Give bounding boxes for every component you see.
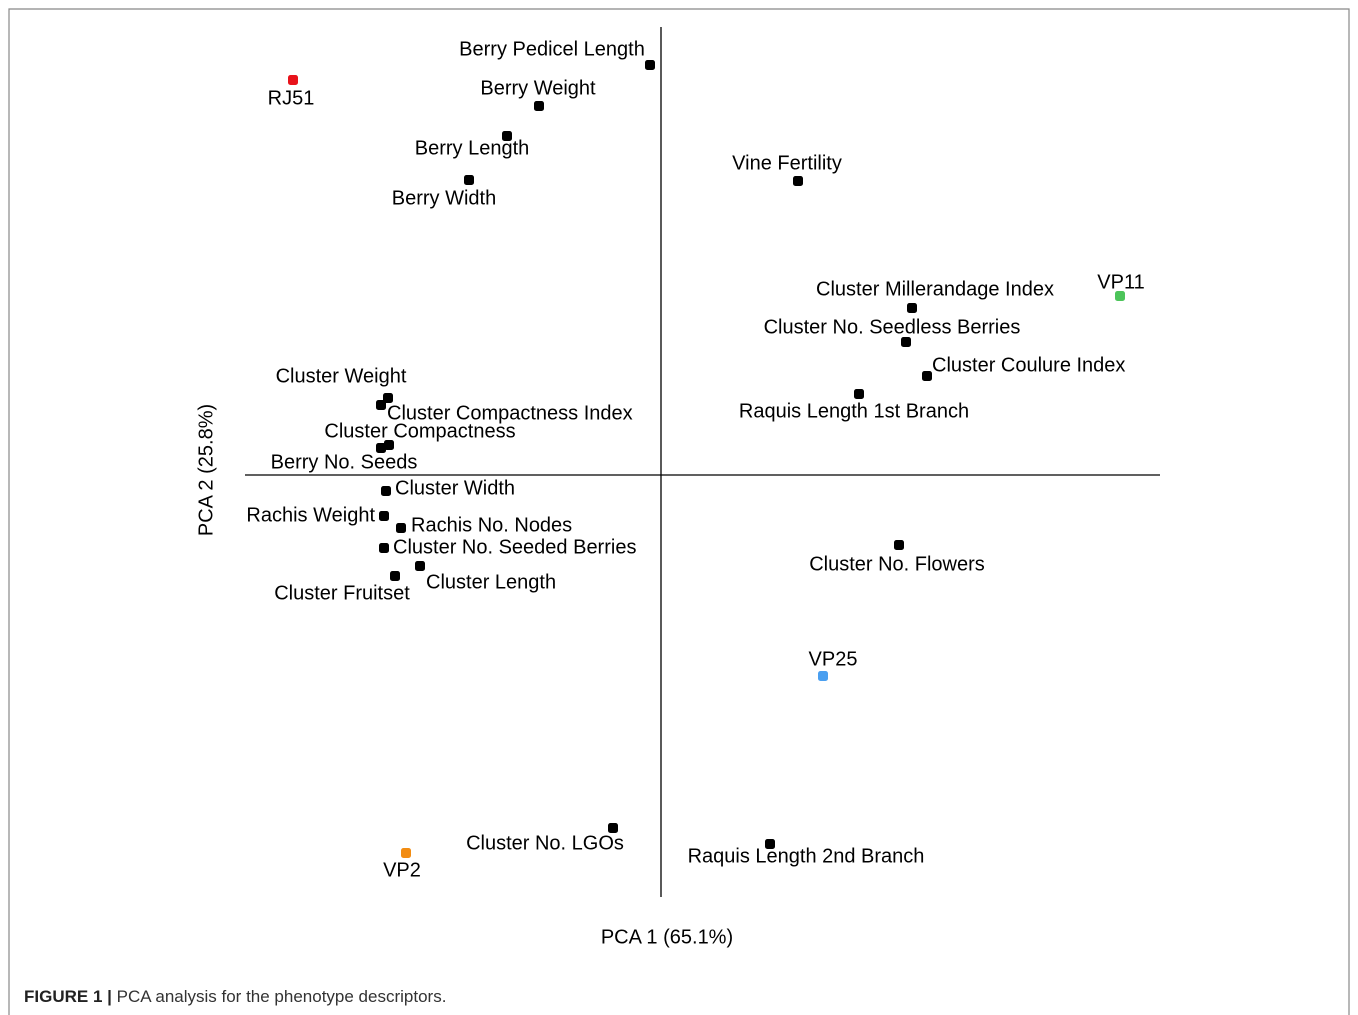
point-label: Cluster Coulure Index bbox=[932, 354, 1125, 376]
point bbox=[383, 393, 393, 403]
caption: FIGURE 1 | PCA analysis for the phenotyp… bbox=[24, 987, 446, 1006]
point bbox=[381, 486, 391, 496]
point-label: Cluster Compactness bbox=[324, 420, 515, 442]
point-label: Berry Width bbox=[392, 187, 496, 209]
point-label: Cluster No. Seeded Berries bbox=[393, 536, 636, 558]
point bbox=[765, 839, 775, 849]
point bbox=[390, 571, 400, 581]
y-axis-label: PCA 2 (25.8%) bbox=[195, 404, 217, 536]
point-label: Cluster No. Flowers bbox=[809, 553, 985, 575]
point-label: VP2 bbox=[383, 859, 421, 881]
point bbox=[534, 101, 544, 111]
point bbox=[1115, 291, 1125, 301]
point bbox=[384, 440, 394, 450]
point-label: Cluster Length bbox=[426, 571, 556, 593]
point-label: Vine Fertility bbox=[732, 152, 842, 174]
caption-text: PCA analysis for the phenotype descripto… bbox=[117, 987, 447, 1006]
point bbox=[396, 523, 406, 533]
point-label: Cluster No. Seedless Berries bbox=[764, 316, 1021, 338]
point-label: VP11 bbox=[1097, 271, 1144, 293]
point-label: Berry Length bbox=[415, 137, 530, 159]
point-label: VP25 bbox=[809, 648, 858, 670]
point bbox=[793, 176, 803, 186]
point bbox=[379, 543, 389, 553]
point-label: Berry No. Seeds bbox=[271, 451, 418, 473]
point bbox=[401, 848, 411, 858]
point bbox=[818, 671, 828, 681]
point-label: Cluster Fruitset bbox=[274, 582, 410, 604]
point-label: Raquis Length 2nd Branch bbox=[688, 845, 925, 867]
point bbox=[464, 175, 474, 185]
point bbox=[376, 400, 386, 410]
point bbox=[854, 389, 864, 399]
point-label: Cluster Compactness Index bbox=[387, 402, 633, 424]
caption-label: FIGURE 1 | bbox=[24, 987, 112, 1006]
point bbox=[922, 371, 932, 381]
point bbox=[645, 60, 655, 70]
frame bbox=[8, 8, 1350, 1015]
point bbox=[379, 511, 389, 521]
point bbox=[288, 75, 298, 85]
point-label: Rachis No. Nodes bbox=[411, 514, 572, 536]
point bbox=[894, 540, 904, 550]
point-label: Berry Weight bbox=[480, 77, 596, 99]
point bbox=[415, 561, 425, 571]
point-label: Cluster Millerandage Index bbox=[816, 278, 1054, 300]
point-label: Berry Pedicel Length bbox=[459, 38, 645, 60]
point-label: Raquis Length 1st Branch bbox=[739, 400, 969, 422]
point-label: Rachis Weight bbox=[246, 504, 375, 526]
point bbox=[502, 131, 512, 141]
point-label: RJ51 bbox=[268, 87, 315, 109]
x-axis-label: PCA 1 (65.1%) bbox=[601, 926, 733, 948]
point-label: Cluster Weight bbox=[276, 365, 407, 387]
point bbox=[907, 303, 917, 313]
point bbox=[608, 823, 618, 833]
point bbox=[901, 337, 911, 347]
point-label: Cluster No. LGOs bbox=[466, 832, 624, 854]
point-label: Cluster Width bbox=[395, 477, 515, 499]
point bbox=[376, 443, 386, 453]
